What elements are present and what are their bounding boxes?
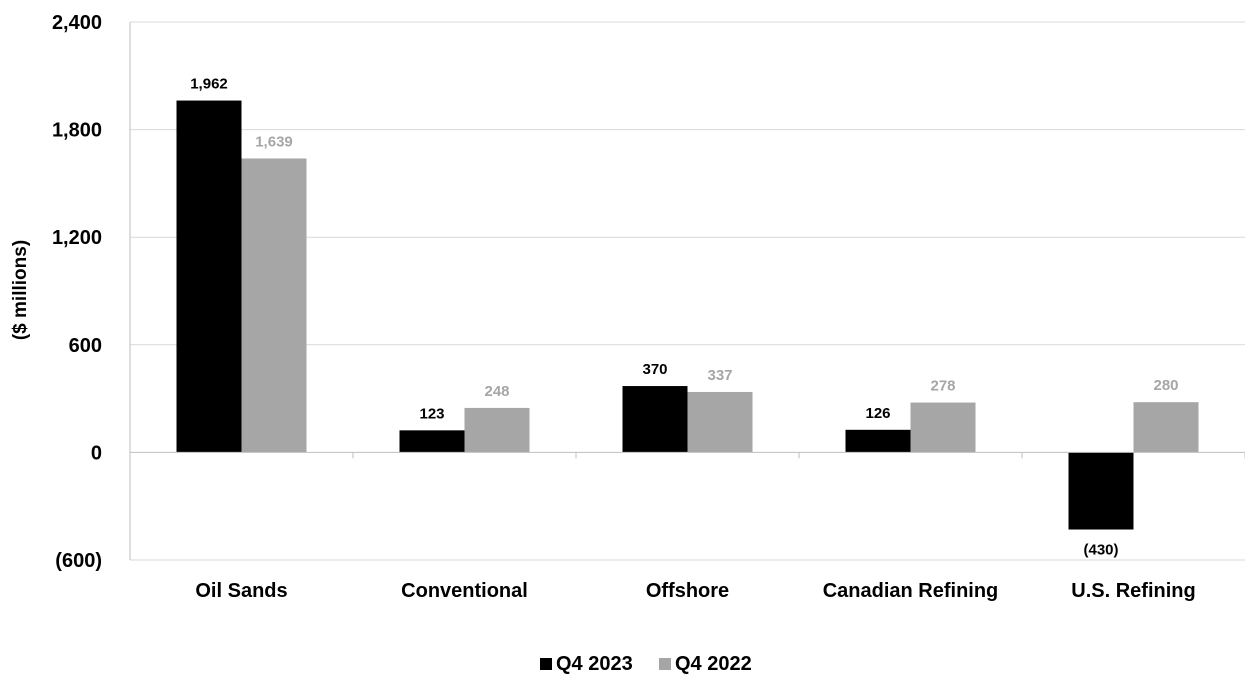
y-axis-tick-labels: (600) 0 600 1,200 1,800 2,400 xyxy=(52,12,102,572)
bar-q4-2022-u-s-refining xyxy=(1133,402,1199,453)
legend-label-q4-2022: Q4 2022 xyxy=(675,653,752,675)
y-tick-label: 600 xyxy=(69,335,102,357)
category-label-conventional: Conventional xyxy=(401,580,528,602)
y-tick-label: 1,200 xyxy=(52,227,102,249)
category-label-offshore: Offshore xyxy=(646,580,729,602)
y-tick-label: 0 xyxy=(91,442,102,464)
legend: Q4 2023 Q4 2022 xyxy=(540,653,752,675)
bar-q4-2022-conventional xyxy=(464,407,530,453)
bar-q4-2022-canadian-refining xyxy=(910,402,976,453)
data-label-q4-2022-conventional: 248 xyxy=(484,383,509,400)
legend-swatch-q4-2022 xyxy=(659,658,671,670)
data-label-q4-2022-canadian-refining: 278 xyxy=(930,378,955,395)
bar-q4-2023-u-s-refining xyxy=(1068,452,1134,530)
y-tick-label: 2,400 xyxy=(52,12,102,34)
x-axis-category-labels: Oil Sands Conventional Offshore Canadian Re… xyxy=(195,580,1195,602)
gridlines xyxy=(130,21,1245,561)
bar-q4-2023-offshore xyxy=(622,386,688,453)
data-label-q4-2023-canadian-refining: 126 xyxy=(865,405,890,422)
legend-swatch-q4-2023 xyxy=(540,658,552,670)
data-label-q4-2023-offshore: 370 xyxy=(642,361,667,378)
data-label-q4-2023-oil-sands: 1,962 xyxy=(190,76,228,93)
data-label-q4-2022-offshore: 337 xyxy=(707,367,732,384)
data-label-q4-2022-u-s-refining: 280 xyxy=(1153,377,1178,394)
data-label-q4-2022-oil-sands: 1,639 xyxy=(255,133,293,150)
legend-label-q4-2023: Q4 2023 xyxy=(556,653,633,675)
y-tick-label: 1,800 xyxy=(52,120,102,142)
bars xyxy=(176,100,1199,530)
bar-q4-2022-offshore xyxy=(687,391,753,453)
category-label-canadian-refining: Canadian Refining xyxy=(823,580,999,602)
data-labels: 1,962 123 370 126 (430) 1,639 248 337 278 280 xyxy=(190,76,1178,559)
bar-q4-2022-oil-sands xyxy=(241,158,307,453)
data-label-q4-2023-u-s-refining: (430) xyxy=(1083,542,1118,559)
y-axis-label: ($ millions) xyxy=(10,240,31,340)
category-label-oil-sands: Oil Sands xyxy=(195,580,287,602)
x-axis-ticks xyxy=(129,22,1245,560)
bar-q4-2023-canadian-refining xyxy=(845,429,911,453)
bar-q4-2023-conventional xyxy=(399,430,465,453)
bar-q4-2023-oil-sands xyxy=(176,100,242,453)
y-tick-label: (600) xyxy=(55,550,102,572)
category-label-u-s-refining: U.S. Refining xyxy=(1071,580,1195,602)
data-label-q4-2023-conventional: 123 xyxy=(419,405,444,422)
